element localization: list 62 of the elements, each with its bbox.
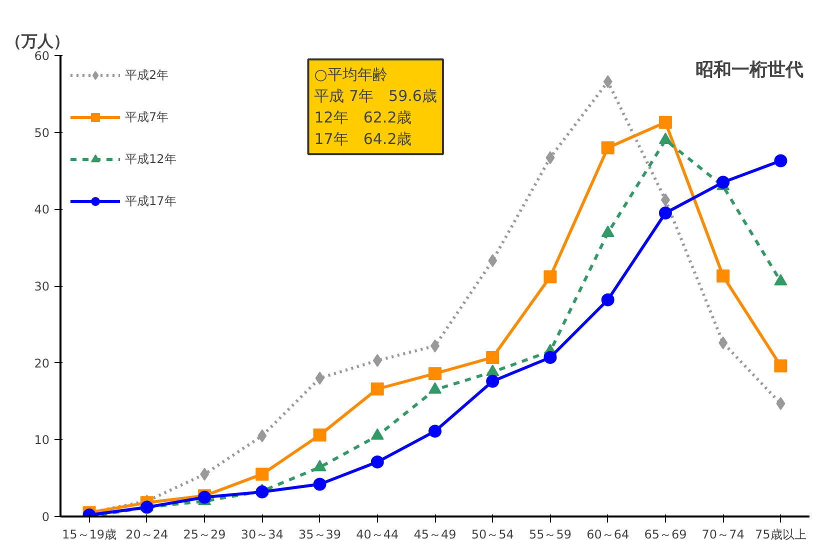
legend-label: 平成17年 <box>125 192 176 210</box>
point <box>776 397 786 410</box>
annotation: 12年 62.2歳 <box>314 108 412 127</box>
y-tick-label: 60 <box>34 49 50 63</box>
legend-label: 平成12年 <box>125 150 176 168</box>
x-tick-label: 25～29 <box>183 528 226 542</box>
point <box>718 336 728 350</box>
x-tick-label: 50～54 <box>471 528 514 542</box>
point <box>486 350 500 364</box>
x-tick-label: 40～44 <box>356 528 399 542</box>
y-tick-label: 20 <box>34 356 50 370</box>
point <box>428 424 442 438</box>
x-tick-label: 75歳以上 <box>755 528 806 542</box>
x-tick-label: 65～69 <box>644 528 687 542</box>
point <box>601 141 614 154</box>
point <box>774 359 788 372</box>
legend-label: 平成7年 <box>125 108 169 126</box>
x-tick-label: 35～39 <box>298 528 342 542</box>
legend-label: 平成2年 <box>125 66 169 84</box>
x-tick-label: 30～34 <box>240 528 284 542</box>
y-tick-label: 40 <box>34 202 50 217</box>
point <box>428 367 442 380</box>
point <box>370 455 384 468</box>
point <box>658 116 672 129</box>
x-tick-label: 55～59 <box>528 528 572 542</box>
point <box>716 176 730 189</box>
point <box>256 468 269 481</box>
point <box>546 151 555 164</box>
y-tick-label: 30 <box>34 280 50 294</box>
y-axis-title: （万人） <box>6 32 70 50</box>
y-tick-label: 10 <box>34 433 50 448</box>
point <box>372 354 382 368</box>
annotation: 昭和一桁世代 <box>696 59 804 80</box>
point <box>140 500 154 514</box>
x-tick-label: 45～49 <box>414 528 456 542</box>
point <box>258 429 267 442</box>
point <box>370 382 384 396</box>
annotation: ○平均年齢 <box>314 65 388 84</box>
point <box>486 374 500 388</box>
point <box>313 478 326 491</box>
point <box>658 206 672 220</box>
y-tick-label: 0 <box>42 510 50 524</box>
point <box>774 154 788 168</box>
y-tick-label: 50 <box>34 126 50 140</box>
point <box>544 270 557 284</box>
point <box>601 293 614 306</box>
x-tick-label: 60～64 <box>586 528 630 542</box>
x-tick-label: 15～19歳 <box>62 528 117 542</box>
point <box>716 270 730 283</box>
x-tick-label: 20～24 <box>126 528 168 542</box>
point <box>486 364 500 376</box>
point <box>544 350 557 364</box>
point <box>200 468 210 481</box>
x-tick-label: 70～74 <box>702 528 744 542</box>
point <box>660 193 670 206</box>
point <box>603 75 612 88</box>
point <box>488 254 498 268</box>
point <box>256 485 269 498</box>
point <box>313 428 326 442</box>
point <box>315 372 324 385</box>
annotation: 平成 7年 59.6歳 <box>314 86 437 105</box>
annotation: 17年 64.2歳 <box>314 130 412 148</box>
